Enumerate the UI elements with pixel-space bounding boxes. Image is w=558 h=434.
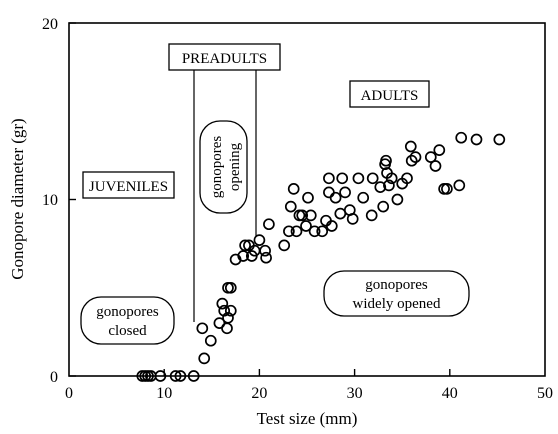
data-point [316, 225, 329, 238]
data-point [374, 181, 387, 193]
annotation-wide-line1: gonopores [365, 277, 428, 293]
data-point [196, 322, 209, 335]
data-point [174, 370, 187, 382]
data-point [323, 172, 335, 185]
data-point [304, 209, 317, 222]
data-point [453, 179, 466, 192]
label-preadults: PREADULTS [168, 43, 281, 71]
data-point [383, 179, 395, 192]
data-point [308, 225, 321, 238]
annotation-closed-line2: closed [108, 323, 147, 339]
x-tick-label: 30 [347, 385, 363, 402]
data-point [401, 172, 413, 185]
data-point [441, 183, 453, 195]
data-point [357, 191, 370, 204]
data-point [377, 200, 390, 213]
data-point [455, 131, 468, 144]
data-point [222, 311, 234, 324]
data-point [336, 172, 349, 185]
data-point [433, 144, 446, 156]
annotation-gonopores-closed: gonopores closed [80, 296, 175, 345]
x-axis-title: Test size (mm) [257, 409, 358, 428]
data-point [334, 207, 347, 220]
annotation-opening-line1: gonopores [209, 136, 225, 199]
annotation-closed-line1: gonopores [96, 304, 159, 320]
data-point [221, 322, 233, 335]
data-point [366, 172, 379, 185]
data-point [260, 251, 272, 264]
x-tick-label: 20 [251, 385, 267, 402]
y-axis-title: Gonopore diameter (gr) [8, 118, 27, 279]
data-point [409, 151, 422, 163]
x-axis: 0 10 20 30 40 50 [65, 369, 553, 402]
data-point [204, 334, 217, 347]
data-point [352, 172, 365, 185]
data-point [284, 200, 297, 213]
data-point [154, 370, 167, 382]
label-preadults-text: PREADULTS [182, 51, 267, 67]
data-point [263, 218, 275, 231]
data-point [300, 220, 312, 232]
data-point [424, 151, 437, 163]
data-point [278, 239, 291, 252]
data-point [239, 239, 251, 252]
data-point [470, 133, 483, 146]
annotation-gonopores-widely-opened: gonopores widely opened [323, 270, 470, 317]
data-point [283, 225, 295, 238]
data-point [216, 297, 229, 310]
y-tick-label: 0 [50, 369, 58, 386]
label-adults: ADULTS [349, 80, 430, 108]
x-tick-label: 40 [442, 385, 458, 402]
data-point [253, 234, 266, 246]
data-point [224, 281, 237, 294]
label-juveniles-text: JUVENILES [89, 179, 168, 195]
data-point [237, 250, 250, 262]
data-point [296, 209, 309, 222]
data-point [365, 209, 378, 222]
data-point [391, 193, 404, 206]
data-point [404, 140, 417, 153]
annotation-opening-line2: opening [227, 142, 243, 191]
data-point [405, 154, 418, 167]
y-tick-label: 20 [42, 16, 58, 33]
data-point [198, 352, 211, 365]
data-point [169, 370, 182, 382]
data-point [493, 133, 506, 146]
annotation-wide-line2: widely opened [353, 296, 441, 312]
data-point [187, 370, 200, 382]
data-point [302, 191, 314, 204]
label-adults-text: ADULTS [361, 88, 419, 104]
data-point [380, 154, 392, 167]
x-tick-label: 50 [537, 385, 553, 402]
data-point [329, 191, 342, 204]
data-point [385, 172, 398, 185]
data-point [429, 160, 442, 172]
x-tick-label: 0 [65, 385, 73, 402]
data-points [136, 131, 506, 382]
data-point [290, 225, 303, 238]
data-point [224, 304, 237, 317]
data-point [346, 213, 359, 225]
y-axis: 0 10 20 [42, 16, 76, 386]
data-point [323, 186, 335, 199]
x-tick-label: 10 [156, 385, 172, 402]
data-point [287, 183, 300, 195]
annotation-gonopores-opening: gonopores opening [199, 120, 248, 214]
y-tick-label: 10 [42, 192, 58, 209]
data-point [339, 186, 351, 199]
data-point [325, 220, 338, 232]
data-point [259, 244, 271, 257]
label-juveniles: JUVENILES [82, 171, 175, 199]
